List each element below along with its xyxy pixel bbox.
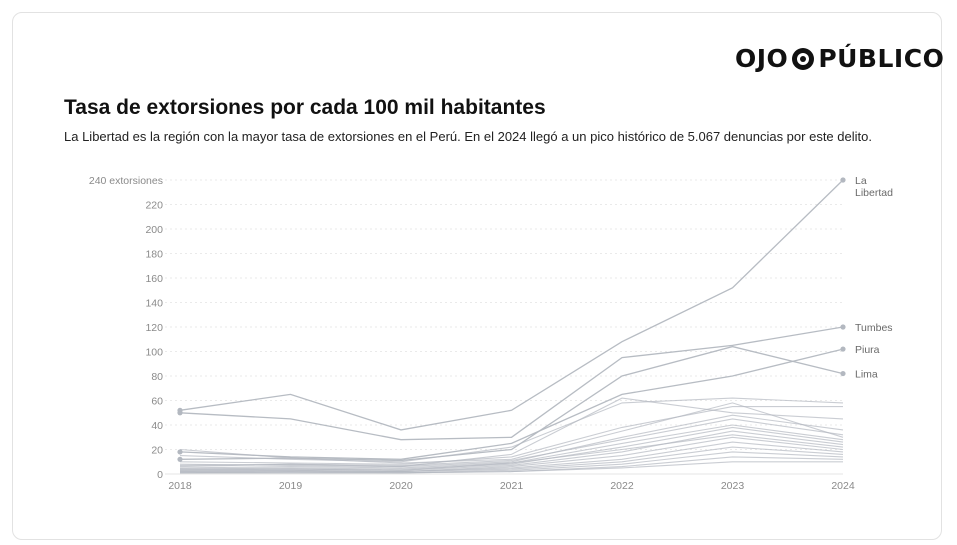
x-tick-label: 2022	[610, 480, 634, 492]
x-tick-label: 2023	[721, 480, 745, 492]
series-line[interactable]	[179, 441, 844, 473]
series-end-label: Lima	[855, 369, 878, 381]
y-tick-label: 180	[145, 249, 163, 261]
series-line[interactable]	[180, 434, 844, 471]
y-tick-label: 160	[145, 273, 163, 285]
x-tick-label: 2019	[279, 480, 303, 492]
series-path	[180, 434, 844, 471]
chart-title: Tasa de extorsiones por cada 100 mil hab…	[64, 96, 546, 119]
series-path	[179, 397, 844, 463]
logo-text-right: PÚBLICO	[818, 44, 945, 73]
y-axis-ticks: 0 20 40 60 80 100 120 140 160 180 200 220 240 extors…	[89, 175, 163, 481]
data-point	[840, 177, 846, 183]
series-line[interactable]	[179, 426, 844, 470]
series-line[interactable]	[177, 324, 846, 441]
x-tick-label: 2021	[500, 480, 524, 492]
data-point	[177, 410, 183, 416]
y-tick-label: 140	[145, 298, 163, 310]
series-path	[179, 179, 844, 431]
series-line[interactable]	[179, 402, 844, 464]
series-path	[179, 441, 844, 473]
series-end-label: Piura	[855, 344, 880, 356]
data-point	[177, 456, 183, 462]
series-line[interactable]	[177, 177, 846, 431]
y-tick-label: 200	[145, 224, 163, 236]
series-path	[179, 348, 844, 460]
eye-icon	[792, 47, 815, 70]
series-end-label: La	[855, 175, 867, 187]
y-tick-label: 100	[145, 347, 163, 359]
series-path	[179, 451, 844, 474]
data-point	[840, 370, 846, 377]
x-tick-label: 2018	[168, 480, 192, 492]
series-path	[179, 414, 844, 468]
data-point	[840, 324, 846, 330]
series-line[interactable]	[179, 414, 844, 468]
data-point	[177, 449, 183, 455]
y-tick-label: 40	[151, 420, 163, 432]
series-path	[180, 461, 843, 474]
grid-lines	[165, 179, 843, 475]
series-end-label: Libertad	[855, 187, 893, 199]
series-line[interactable]	[177, 345, 846, 462]
x-tick-label: 2020	[389, 480, 413, 492]
chart-subtitle: La Libertad es la región con la mayor ta…	[64, 129, 872, 144]
series-path	[179, 426, 844, 470]
series-line[interactable]	[179, 397, 844, 468]
logo-text-left: OJO	[735, 44, 789, 73]
y-tick-label: 80	[151, 371, 163, 383]
series-line[interactable]	[179, 406, 843, 465]
series-path	[179, 402, 844, 464]
y-tick-label: 240 extorsiones	[89, 175, 163, 187]
y-tick-label: 60	[151, 396, 163, 408]
series-path	[179, 406, 843, 465]
x-axis-ticks: 2018 2019 2020 2021 2022 2023 2024	[168, 480, 855, 492]
ojo-publico-logo[interactable]: OJO PÚBLICO	[735, 44, 944, 73]
series-path	[179, 326, 844, 441]
series-line[interactable]	[180, 461, 843, 474]
y-tick-label: 20	[151, 445, 163, 457]
series-line[interactable]	[179, 397, 844, 463]
series-path	[179, 397, 844, 468]
series-lines	[177, 177, 846, 474]
data-point	[840, 346, 846, 352]
series-end-label: Tumbes	[855, 322, 893, 334]
series-line[interactable]	[179, 451, 844, 474]
x-tick-label: 2024	[831, 480, 855, 492]
series-line[interactable]	[177, 346, 846, 460]
y-tick-label: 0	[157, 469, 163, 481]
y-tick-label: 220	[145, 200, 163, 212]
y-tick-label: 120	[145, 322, 163, 334]
